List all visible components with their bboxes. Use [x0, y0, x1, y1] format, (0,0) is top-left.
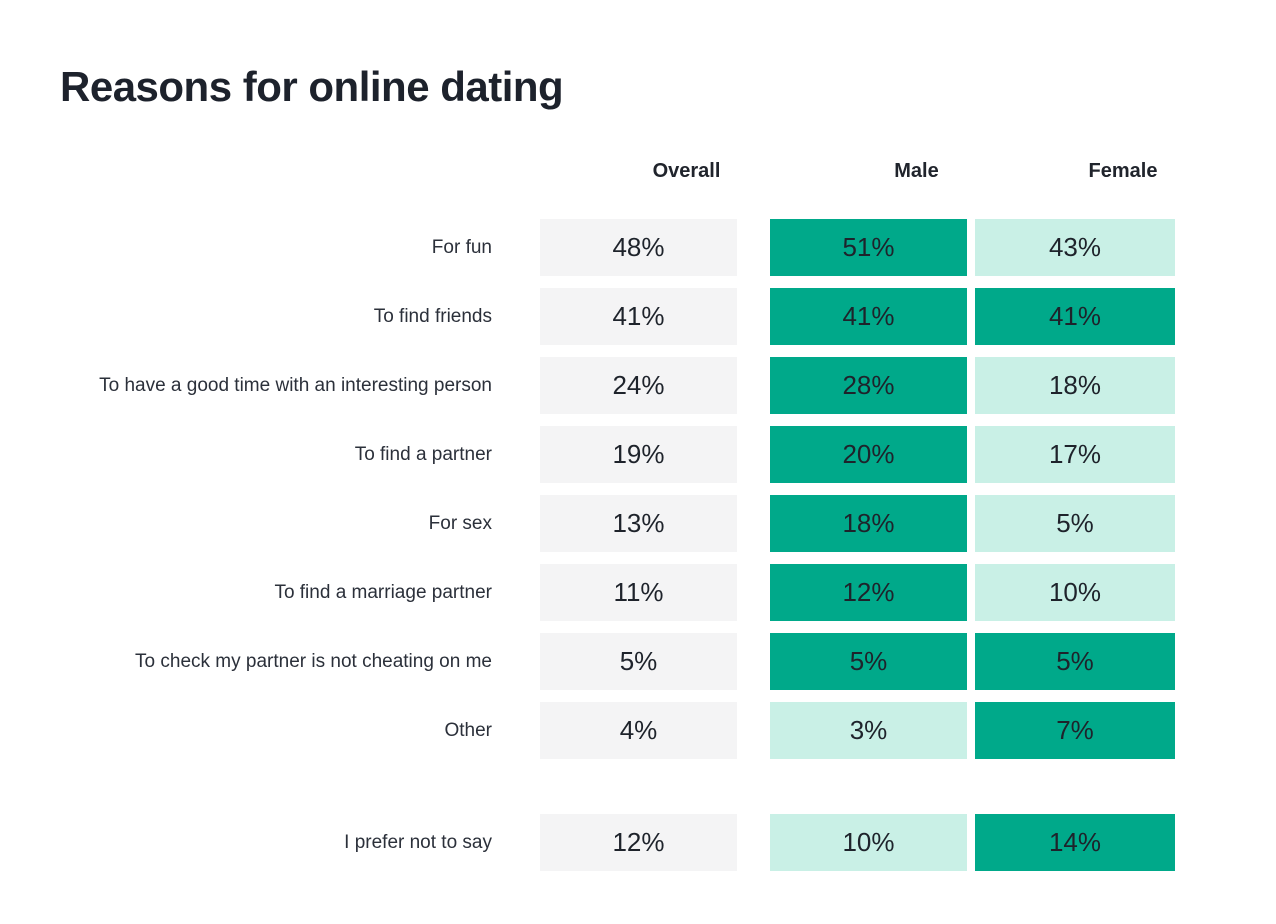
- column-gap: [737, 288, 770, 345]
- overall-cell: 41%: [540, 288, 737, 345]
- column-gap: [737, 426, 770, 483]
- male-cell: 3%: [770, 702, 967, 759]
- female-cell: 10%: [975, 564, 1175, 621]
- table-row: For sex 13% 18% 5%: [0, 495, 1175, 552]
- table-row: To have a good time with an interesting …: [0, 357, 1175, 414]
- table-row: To find friends 41% 41% 41%: [0, 288, 1175, 345]
- column-gap: [967, 495, 975, 552]
- row-label: To find a partner: [354, 443, 492, 465]
- table-row: To find a partner 19% 20% 17%: [0, 426, 1175, 483]
- female-cell: 7%: [975, 702, 1175, 759]
- column-gap: [967, 633, 975, 690]
- table-row: For fun 48% 51% 43%: [0, 219, 1175, 276]
- female-cell: 17%: [975, 426, 1175, 483]
- table-row: Other 4% 3% 7%: [0, 702, 1175, 759]
- column-gap: [737, 814, 770, 871]
- overall-cell: 12%: [540, 814, 737, 871]
- female-cell: 5%: [975, 495, 1175, 552]
- column-gap: [967, 814, 975, 871]
- male-cell: 41%: [770, 288, 967, 345]
- female-cell: 41%: [975, 288, 1175, 345]
- male-cell: 28%: [770, 357, 967, 414]
- female-cell: 43%: [975, 219, 1175, 276]
- page-title: Reasons for online dating: [60, 63, 564, 110]
- row-label: To find friends: [373, 305, 492, 327]
- overall-cell: 5%: [540, 633, 737, 690]
- row-label: I prefer not to say: [344, 831, 492, 853]
- column-gap: [737, 495, 770, 552]
- data-table: For fun 48% 51% 43% To find friends 41% 41% 41%…: [0, 219, 1175, 871]
- column-gap: [967, 564, 975, 621]
- overall-cell: 13%: [540, 495, 737, 552]
- overall-cell: 24%: [540, 357, 737, 414]
- female-cell: 18%: [975, 357, 1175, 414]
- column-gap: [967, 702, 975, 759]
- column-header-male: Male: [894, 160, 939, 182]
- column-gap: [737, 702, 770, 759]
- row-label: To have a good time with an interesting …: [99, 374, 492, 396]
- male-cell: 10%: [770, 814, 967, 871]
- row-label: To check my partner is not cheating on m…: [135, 650, 492, 672]
- overall-cell: 48%: [540, 219, 737, 276]
- table-row: To check my partner is not cheating on m…: [0, 633, 1175, 690]
- overall-cell: 19%: [540, 426, 737, 483]
- male-cell: 51%: [770, 219, 967, 276]
- column-gap: [737, 564, 770, 621]
- female-cell: 14%: [975, 814, 1175, 871]
- column-header-overall: Overall: [652, 160, 721, 182]
- column-gap: [737, 357, 770, 414]
- column-gap: [967, 219, 975, 276]
- male-cell: 12%: [770, 564, 967, 621]
- table-row: To find a marriage partner 11% 12% 10%: [0, 564, 1175, 621]
- overall-cell: 11%: [540, 564, 737, 621]
- male-cell: 18%: [770, 495, 967, 552]
- row-label: Other: [444, 719, 492, 741]
- female-cell: 5%: [975, 633, 1175, 690]
- column-gap: [737, 219, 770, 276]
- column-gap: [967, 357, 975, 414]
- column-header-female: Female: [1088, 160, 1158, 182]
- table-row: I prefer not to say 12% 10% 14%: [0, 814, 1175, 871]
- row-label: For fun: [431, 236, 492, 258]
- male-cell: 20%: [770, 426, 967, 483]
- male-cell: 5%: [770, 633, 967, 690]
- overall-cell: 4%: [540, 702, 737, 759]
- column-gap: [737, 633, 770, 690]
- column-gap: [967, 426, 975, 483]
- row-label: For sex: [428, 512, 492, 534]
- row-label: To find a marriage partner: [274, 581, 492, 603]
- column-headers: Overall Male Female: [0, 160, 1223, 183]
- column-gap: [967, 288, 975, 345]
